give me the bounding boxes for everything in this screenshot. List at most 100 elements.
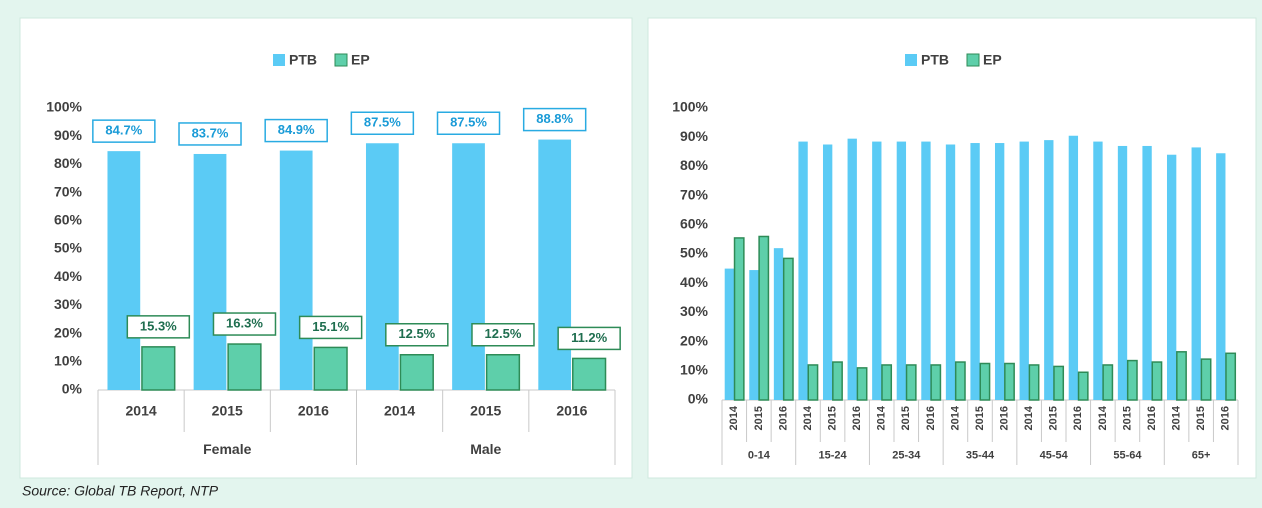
bar [758,235,770,401]
bar [1102,364,1114,401]
bar [954,361,966,401]
legend-swatch [334,53,348,67]
bar [1216,153,1226,400]
value-label: 12.5% [398,326,435,341]
bar [365,143,399,390]
group-label: Male [470,441,501,457]
bar [1044,140,1054,400]
bar [1004,362,1015,401]
y-tick-label: 40% [54,268,83,284]
bar [193,153,227,390]
bar [773,248,784,400]
bar [807,364,819,401]
bar [399,354,434,391]
value-label-box [557,326,621,351]
value-label: 87.5% [450,115,487,130]
bar [832,361,843,401]
x-tick-label: 2016 [851,406,863,430]
bar [1117,145,1128,400]
bar [881,364,893,401]
group-label: 55-64 [1113,449,1142,461]
bar [1077,371,1089,401]
y-tick-label: 30% [680,303,709,319]
bar [847,138,857,400]
y-tick-label: 10% [54,353,83,369]
y-tick-label: 90% [54,127,83,143]
value-label: 12.5% [485,326,522,341]
y-tick-label: 90% [680,128,709,144]
legend-swatch [905,54,917,66]
y-tick-label: 50% [680,245,709,261]
bar [107,151,141,390]
value-label-box [178,122,242,146]
x-tick-label: 2014 [1170,405,1182,430]
value-label: 84.7% [105,123,142,138]
bar [452,143,485,390]
group-label: 35-44 [966,449,995,461]
legend-label: PTB [921,52,949,68]
bar [970,143,980,401]
value-label-box [92,119,156,143]
x-tick-label: 2015 [1048,406,1060,430]
bar [994,143,1005,401]
bar [313,346,348,391]
bar [930,364,942,401]
x-tick-label: 2014 [876,405,888,430]
value-label: 87.5% [364,115,401,130]
bar [749,270,759,400]
bar [485,354,521,391]
bar [798,141,808,400]
y-tick-label: 80% [54,155,83,171]
x-tick-label: 2014 [802,405,814,430]
bar [905,364,917,401]
value-label-box [350,111,415,135]
x-tick-label: 2016 [1072,406,1084,430]
x-tick-label: 2015 [212,403,243,419]
source: Source: Global TB Report, NTP [22,483,219,499]
bar [724,268,735,400]
x-tick-label: 2014 [384,403,415,419]
bar [1053,365,1065,401]
x-tick-label: 2016 [1220,406,1232,430]
x-tick-label: 2014 [1023,405,1035,430]
y-tick-label: 80% [680,157,709,173]
x-tick-label: 2014 [949,405,961,430]
y-tick-label: 60% [54,212,83,228]
y-tick-label: 70% [680,186,709,202]
bar [1176,351,1187,401]
x-tick-label: 2015 [470,403,501,419]
legend-swatch [966,53,980,67]
x-tick-label: 2016 [556,403,587,419]
group-label: 25-34 [892,449,921,461]
y-tick-label: 20% [680,332,709,348]
y-tick-label: 100% [672,99,708,115]
x-tick-label: 2016 [925,406,937,430]
bar [896,141,907,400]
value-label: 11.2% [571,330,608,345]
y-tick-label: 30% [54,296,83,312]
bar [856,367,868,401]
x-tick-label: 2016 [998,406,1010,430]
x-tick-label: 2015 [1121,406,1133,430]
x-tick-label: 2015 [826,406,838,430]
group-label: 15-24 [819,449,848,461]
value-label: 88.8% [536,111,573,126]
y-tick-label: 0% [688,391,709,407]
bar [733,237,745,401]
group-label: Female [203,441,251,457]
value-label-box [522,107,587,132]
bar [872,141,882,400]
value-label: 83.7% [192,125,229,140]
x-tick-label: 2016 [298,403,329,419]
bar [1019,141,1029,400]
x-tick-label: 2015 [753,406,765,430]
group-label: 65+ [1192,449,1211,461]
legend-label: PTB [289,52,317,68]
bar [538,139,572,390]
value-label-box [126,315,191,339]
y-tick-label: 0% [62,381,83,397]
bar [1142,145,1152,400]
y-tick-label: 20% [54,324,83,340]
bar [1028,364,1040,401]
